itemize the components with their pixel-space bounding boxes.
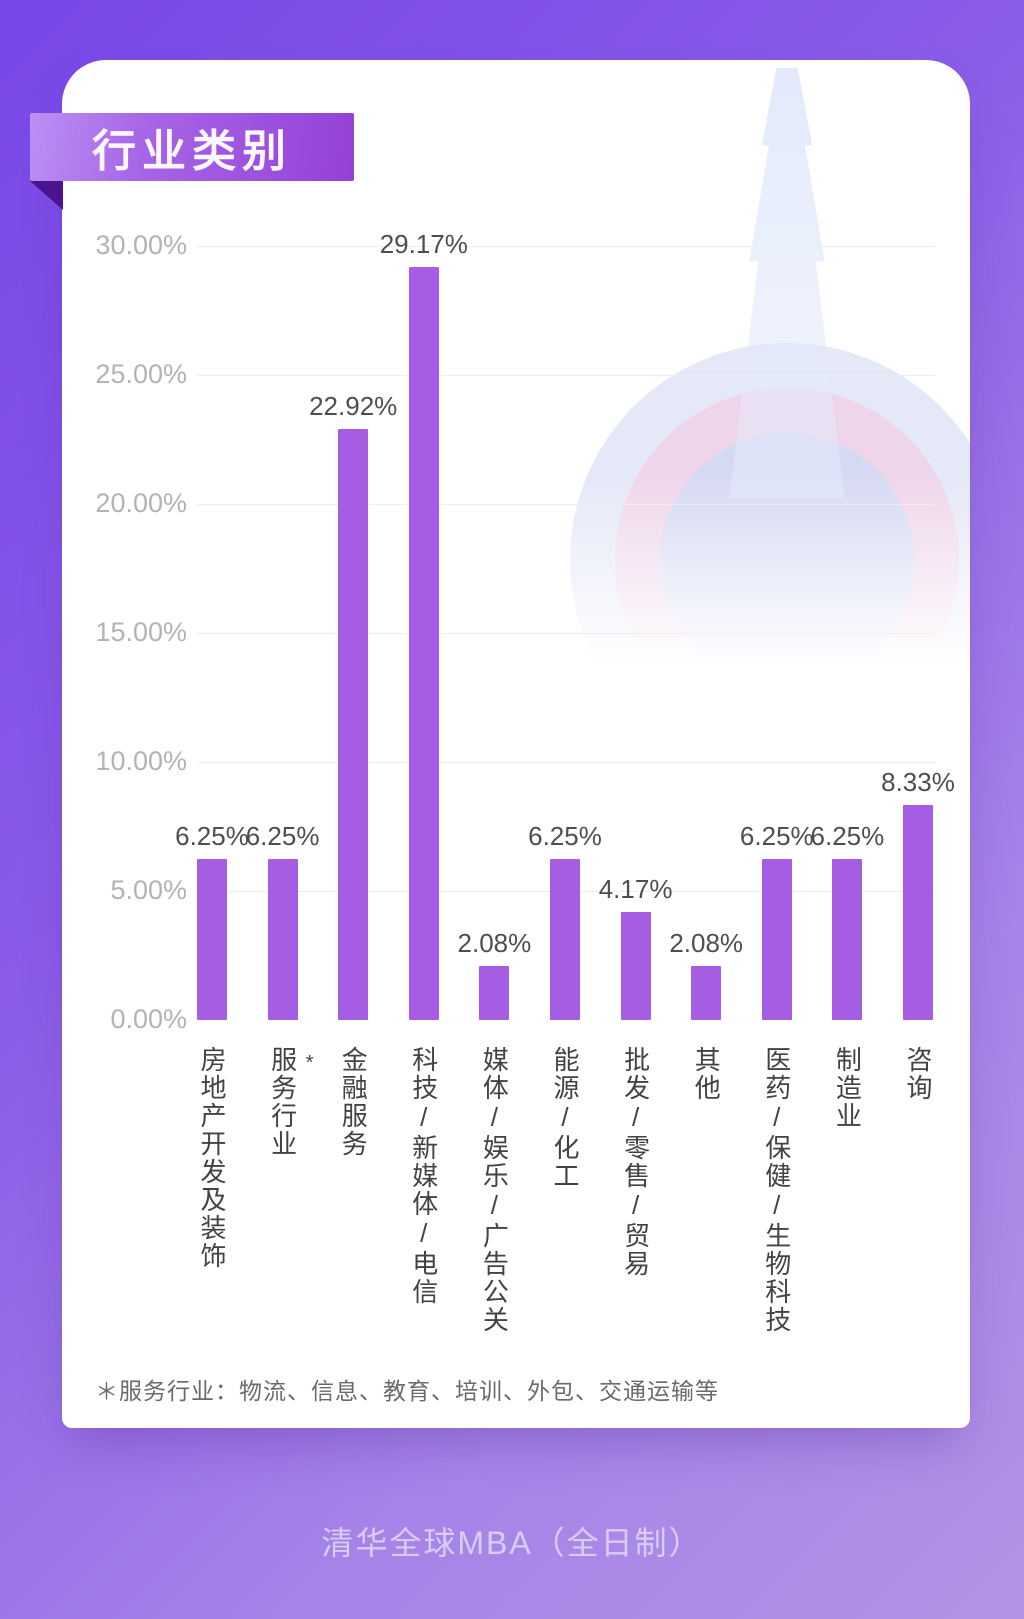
gridline xyxy=(197,246,935,247)
bar xyxy=(267,859,298,1020)
bar xyxy=(903,805,933,1020)
bar xyxy=(479,966,510,1020)
y-axis-tick-label: 20.00% xyxy=(95,488,187,518)
page-title: 行业类别 xyxy=(92,127,292,176)
x-axis-category-label: 医药/保健/生物科技 xyxy=(761,1046,792,1334)
bar xyxy=(761,859,792,1020)
y-axis-tick-label: 30.00% xyxy=(95,230,187,260)
y-axis-tick-label: 0.00% xyxy=(110,1004,187,1034)
tsinghua-gate-watermark xyxy=(482,60,970,700)
footnote: ＊服务行业：物流、信息、教育、培训、外包、交通运输等 xyxy=(95,1378,719,1404)
bar xyxy=(338,429,369,1020)
bar xyxy=(691,966,722,1020)
ribbon-fold xyxy=(30,181,63,210)
gridline xyxy=(197,375,935,376)
bar xyxy=(408,267,439,1020)
bar xyxy=(197,859,227,1020)
x-axis-category-label: 金融服务 xyxy=(338,1046,369,1158)
bar-value-label: 6.25% xyxy=(175,821,249,851)
x-axis-category-label: 媒体/娱乐/广告公关 xyxy=(479,1046,510,1334)
x-axis-category-label: 房地产开发及装饰 xyxy=(197,1046,227,1270)
y-axis-tick-label: 10.00% xyxy=(95,746,187,776)
gridline xyxy=(197,762,935,763)
x-axis-category-label: 咨询 xyxy=(903,1046,933,1102)
x-axis-category-label: 制造业 xyxy=(832,1046,863,1130)
bar xyxy=(832,859,863,1020)
bar xyxy=(550,859,580,1020)
footer-caption: 清华全球MBA（全日制） xyxy=(321,1525,703,1561)
page-title-ribbon: 行业类别 xyxy=(30,113,354,181)
bar-value-label: 4.17% xyxy=(598,874,673,904)
bar-value-label: 22.92% xyxy=(309,391,398,421)
bar-value-label: 2.08% xyxy=(669,928,744,958)
footnote-asterisk-mark: * xyxy=(305,1052,316,1074)
bar-value-label: 6.25% xyxy=(810,821,885,851)
y-axis-tick-label: 5.00% xyxy=(110,875,187,905)
bar-value-label: 29.17% xyxy=(379,229,468,259)
gridline xyxy=(197,633,935,634)
x-axis-category-label: 科技/新媒体/电信 xyxy=(408,1046,439,1306)
chart-card: 30.00% 25.00% 20.00% 15.00% 10.00% 5.00% 0.00%… xyxy=(62,60,970,1428)
x-axis-category-label: 服务行业 * xyxy=(267,1046,316,1158)
bar-value-label: 6.25% xyxy=(528,821,602,851)
bar-value-label: 2.08% xyxy=(457,928,532,958)
x-axis-category-label: 批发/零售/贸易 xyxy=(620,1046,651,1278)
bar-value-label: 6.25% xyxy=(739,821,814,851)
bar xyxy=(620,912,651,1020)
x-axis-category-label: 能源/化工 xyxy=(550,1046,580,1190)
bar-value-label: 6.25% xyxy=(245,821,320,851)
bar-chart: 30.00% 25.00% 20.00% 15.00% 10.00% 5.00% 0.00%… xyxy=(62,60,970,1428)
x-axis-category-label: 其他 xyxy=(691,1046,722,1102)
y-axis-tick-label: 25.00% xyxy=(95,359,187,389)
y-axis-tick-label: 15.00% xyxy=(95,617,187,647)
bar-value-label: 8.33% xyxy=(881,767,955,797)
watermark-fade xyxy=(482,470,970,700)
gridline xyxy=(197,504,935,505)
